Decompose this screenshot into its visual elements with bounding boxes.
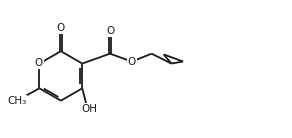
Text: O: O — [128, 57, 136, 67]
Text: O: O — [57, 23, 65, 33]
Text: O: O — [35, 58, 43, 68]
Text: OH: OH — [81, 104, 97, 114]
Text: O: O — [106, 26, 114, 36]
Text: CH₃: CH₃ — [7, 96, 26, 106]
